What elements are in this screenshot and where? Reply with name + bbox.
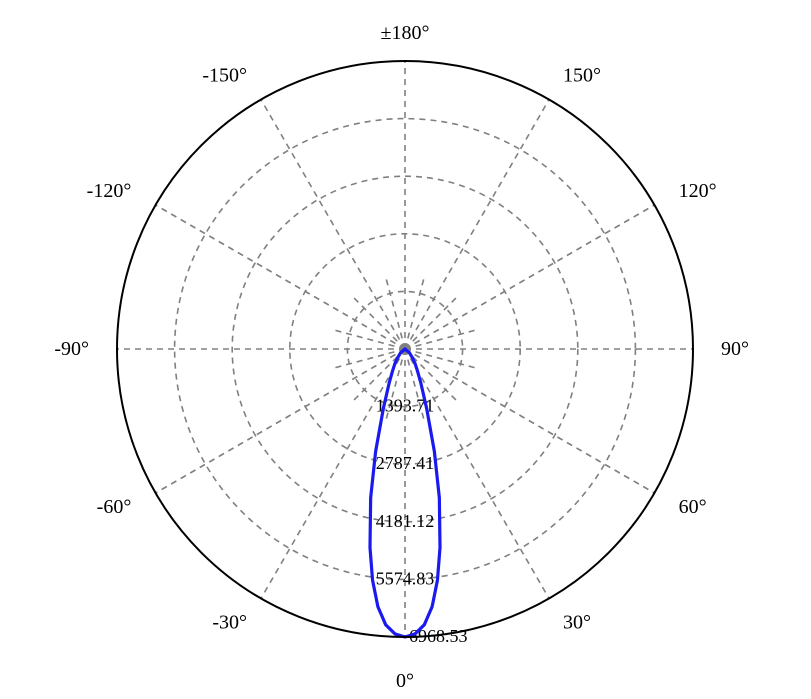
- angle-label: -30°: [212, 612, 247, 634]
- angle-label: 150°: [563, 64, 601, 86]
- angle-label: ±180°: [381, 22, 430, 44]
- angle-label: -150°: [202, 64, 247, 86]
- angle-label: 30°: [563, 612, 591, 634]
- angle-label: -120°: [87, 180, 132, 202]
- angle-label: -60°: [97, 496, 132, 518]
- radius-tick-label: 4181.12: [376, 511, 435, 531]
- angle-label: 120°: [679, 180, 717, 202]
- angle-label: -90°: [54, 338, 89, 360]
- angle-label: 0°: [396, 670, 414, 692]
- radius-tick-label: 2787.41: [376, 453, 435, 473]
- angle-label: 90°: [721, 338, 749, 360]
- radius-tick-label: 5574.83: [376, 568, 435, 588]
- radius-tick-labels: 1393.712787.414181.125574.836968.53: [376, 396, 468, 646]
- polar-chart: 1393.712787.414181.125574.836968.53 0°30…: [0, 0, 811, 699]
- angle-labels: 0° 30° 60° 90° 120° 150° ±180° -150° -120° -90° -6…: [54, 22, 749, 692]
- angle-label: 60°: [679, 496, 707, 518]
